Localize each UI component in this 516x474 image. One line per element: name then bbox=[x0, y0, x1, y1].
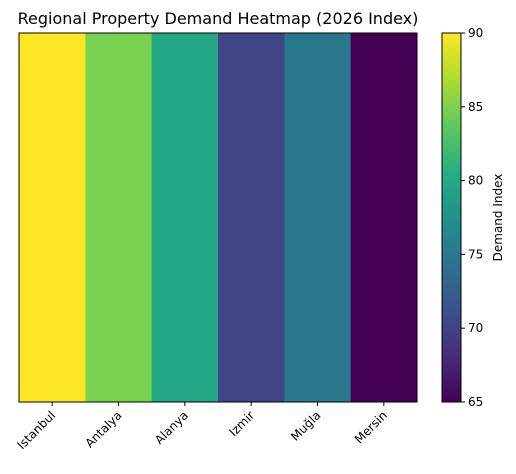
colorbar-tick-label: 75 bbox=[468, 247, 483, 261]
colorbar-tick-label: 80 bbox=[468, 174, 483, 188]
colorbar bbox=[441, 32, 462, 403]
x-tick-label: Muğla bbox=[288, 408, 324, 444]
heatmap-cell-istanbul bbox=[19, 33, 86, 402]
colorbar-tick-label: 90 bbox=[468, 26, 483, 40]
x-axis-ticks: Istanbul Antalya Alanya Izmir Muğla Mersin bbox=[14, 402, 390, 452]
heatmap-cell-izmir bbox=[218, 33, 285, 402]
chart-title: Regional Property Demand Heatmap (2026 I… bbox=[18, 9, 419, 28]
x-tick-label: Antalya bbox=[82, 408, 124, 450]
heatmap-cell-mersin bbox=[350, 33, 418, 402]
colorbar-tick-label: 70 bbox=[468, 321, 483, 335]
colorbar-label: Demand Index bbox=[491, 174, 505, 262]
x-tick-label: Alanya bbox=[152, 408, 191, 447]
heatmap-cell-alanya bbox=[151, 33, 219, 402]
x-tick-label: Izmir bbox=[226, 408, 257, 439]
colorbar-ticks: 65 70 75 80 85 90 bbox=[461, 26, 483, 409]
heatmap-cell-antalya bbox=[85, 33, 153, 402]
heatmap-cell-muğla bbox=[284, 33, 352, 402]
plot-frame bbox=[18, 32, 418, 403]
colorbar-tick-label: 85 bbox=[468, 100, 483, 114]
x-tick-label: Mersin bbox=[352, 408, 390, 446]
colorbar-tick-label: 65 bbox=[468, 395, 483, 409]
heatmap-cells bbox=[19, 33, 418, 402]
x-tick-label: Istanbul bbox=[14, 408, 58, 452]
